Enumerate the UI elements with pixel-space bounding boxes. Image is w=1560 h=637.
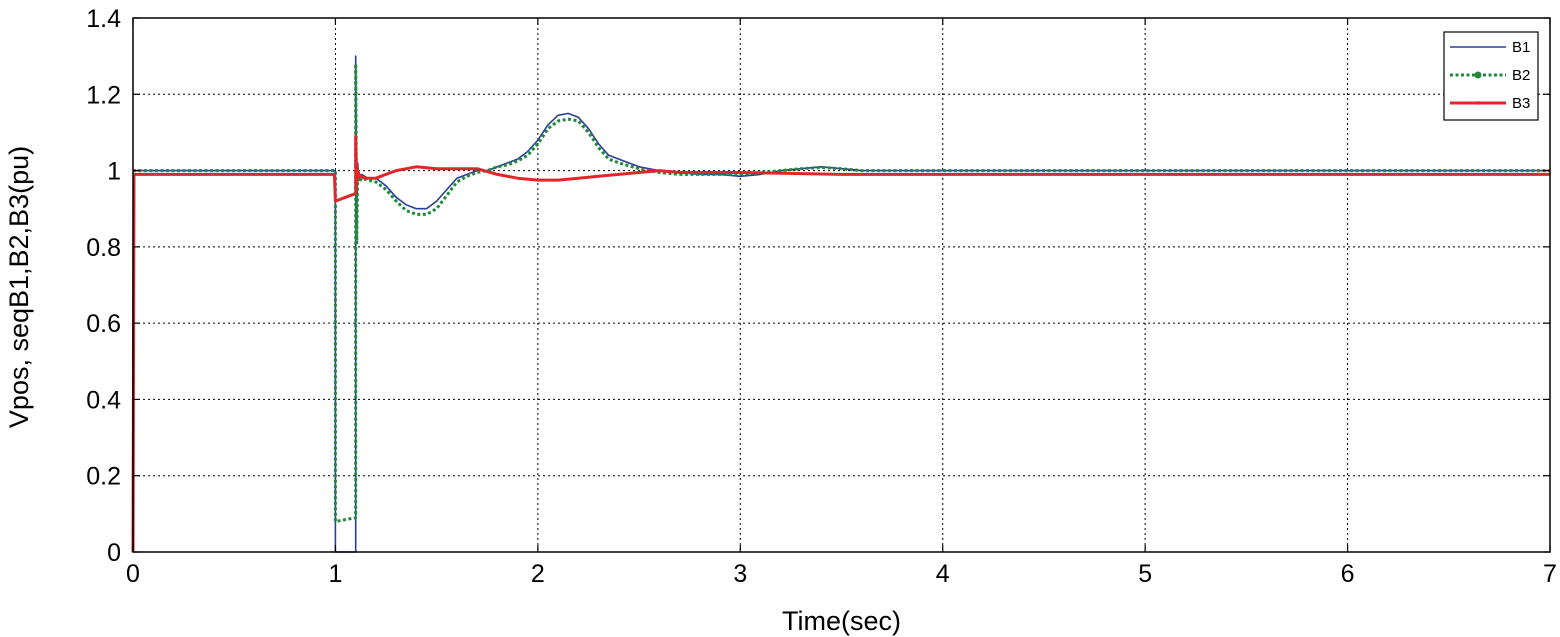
legend-label: B3 bbox=[1512, 95, 1530, 112]
x-tick-label: 4 bbox=[936, 560, 950, 588]
y-tick-label: 0.4 bbox=[86, 386, 121, 414]
y-tick-label: 1.2 bbox=[86, 81, 121, 109]
x-tick-label: 1 bbox=[328, 560, 342, 588]
y-tick-label: 0.2 bbox=[86, 463, 121, 491]
series-line-b3 bbox=[131, 134, 1550, 553]
grid-lines bbox=[133, 18, 1550, 552]
y-tick-label: 1 bbox=[107, 158, 121, 186]
tick-labels: 0 1 2 3 4 5 6 7 0 0.2 0.4 0.6 0.8 1 1.2 1.4 bbox=[86, 5, 1557, 588]
x-tick-label: 3 bbox=[733, 560, 747, 588]
x-tick-label: 6 bbox=[1341, 560, 1355, 588]
series-line-b1 bbox=[133, 55, 1550, 553]
x-tick-label: 7 bbox=[1543, 560, 1557, 588]
y-tick-label: 0.6 bbox=[86, 310, 121, 338]
y-tick-label: 0 bbox=[107, 539, 121, 567]
y-tick-label: 1.4 bbox=[86, 5, 121, 33]
x-tick-label: 0 bbox=[126, 560, 140, 588]
legend-marker-b3 bbox=[1476, 101, 1480, 105]
x-tick-label: 5 bbox=[1138, 560, 1152, 588]
legend-marker-b2 bbox=[1474, 71, 1482, 79]
plot-frame bbox=[132, 17, 1551, 553]
legend-label: B1 bbox=[1512, 39, 1530, 56]
y-axis-label: Vpos, seqB1,B2,B3(pu) bbox=[4, 146, 34, 428]
series-lines bbox=[131, 55, 1550, 553]
legend-label: B2 bbox=[1512, 67, 1530, 84]
x-axis-label: Time(sec) bbox=[782, 606, 901, 636]
y-tick-label: 0.8 bbox=[86, 234, 121, 262]
x-tick-label: 2 bbox=[531, 560, 545, 588]
legend: B1 B2 B3 bbox=[1443, 31, 1539, 121]
series-line-b2 bbox=[133, 62, 1550, 523]
